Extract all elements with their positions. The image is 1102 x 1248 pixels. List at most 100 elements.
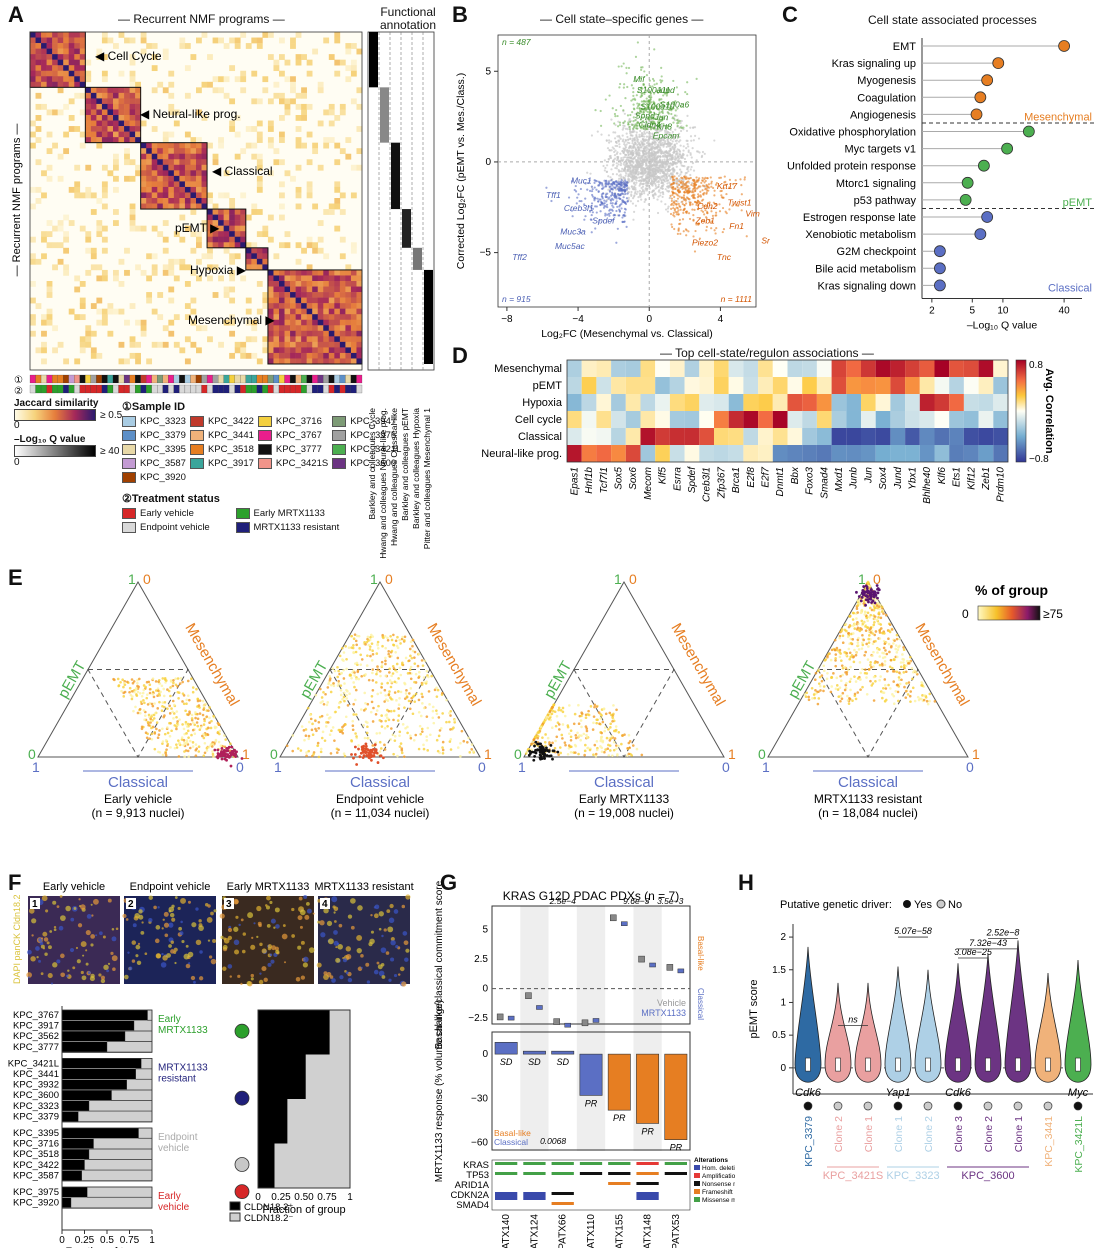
heatmap-cell bbox=[96, 225, 103, 232]
ternary-hotspot bbox=[227, 745, 231, 749]
heatmap-cell bbox=[162, 87, 169, 94]
heatmap-cell bbox=[245, 297, 252, 304]
heatmap-cell bbox=[52, 32, 58, 38]
heatmap-cell bbox=[714, 394, 729, 411]
heatmap-cell bbox=[334, 303, 341, 309]
green-point bbox=[649, 85, 652, 88]
green-point bbox=[636, 115, 639, 118]
green-point bbox=[645, 102, 649, 105]
annotation-bar bbox=[402, 209, 411, 248]
heatmap-cell bbox=[184, 303, 191, 309]
ternary-point bbox=[166, 744, 169, 748]
heatmap-cell bbox=[146, 181, 153, 188]
heatmap-cell bbox=[140, 175, 147, 182]
orange-point bbox=[681, 185, 684, 188]
heatmap-cell bbox=[284, 242, 291, 249]
heatmap-cell bbox=[79, 281, 86, 287]
col-label: Prdm10 bbox=[996, 467, 1007, 502]
green-point bbox=[657, 125, 660, 128]
heatmap-cell bbox=[234, 341, 241, 348]
ternary-point bbox=[224, 738, 227, 741]
heatmap-cell bbox=[295, 126, 302, 132]
process-label: Myc targets v1 bbox=[844, 144, 916, 156]
heatmap-cell bbox=[934, 411, 950, 428]
heatmap-cell bbox=[107, 120, 114, 127]
orange-point bbox=[736, 204, 740, 207]
gray-point bbox=[651, 133, 654, 136]
heatmap-cell bbox=[284, 275, 291, 282]
gray-point bbox=[658, 169, 661, 173]
heatmap-cell bbox=[273, 297, 280, 304]
heatmap-cell bbox=[267, 303, 274, 309]
blue-point bbox=[625, 197, 629, 200]
ternary-point bbox=[169, 746, 172, 749]
heatmap-cell bbox=[295, 286, 302, 293]
heatmap-cell bbox=[234, 115, 241, 121]
heatmap-cell bbox=[196, 109, 202, 116]
gray-point bbox=[629, 150, 632, 153]
heatmap-cell bbox=[267, 347, 274, 354]
gray-point bbox=[659, 127, 662, 131]
heatmap-cell bbox=[201, 198, 208, 204]
heatmap-cell bbox=[328, 120, 335, 127]
heatmap-cell bbox=[85, 341, 92, 348]
heatmap-cell bbox=[63, 37, 70, 44]
heatmap-cell bbox=[312, 297, 319, 304]
green-point bbox=[642, 112, 645, 116]
ternary-point bbox=[172, 678, 175, 682]
heatmap-cell bbox=[135, 103, 141, 110]
gray-point bbox=[633, 168, 636, 171]
gray-point bbox=[677, 174, 681, 178]
gray-point bbox=[645, 118, 648, 121]
heatmap-cell bbox=[816, 445, 832, 462]
d-legend-max: 0.8 bbox=[1029, 360, 1043, 371]
heatmap-cell bbox=[129, 225, 136, 232]
green-point bbox=[625, 66, 628, 70]
gray-point bbox=[626, 138, 630, 141]
treatment-track-cell bbox=[68, 384, 75, 394]
gray-point bbox=[667, 167, 670, 171]
treatment-track-cell bbox=[317, 384, 324, 394]
gray-point bbox=[644, 171, 647, 174]
gray-point bbox=[692, 169, 696, 172]
heatmap-cell bbox=[312, 325, 319, 332]
heatmap-cell bbox=[267, 214, 274, 221]
green-point bbox=[635, 127, 638, 130]
green-point bbox=[642, 103, 645, 107]
heatmap-cell bbox=[256, 308, 263, 315]
heatmap-cell bbox=[68, 48, 75, 55]
heatmap-cell bbox=[173, 142, 180, 149]
heatmap-cell bbox=[74, 186, 81, 193]
orange-point bbox=[721, 230, 724, 234]
gray-point bbox=[694, 160, 697, 164]
heatmap-cell bbox=[46, 48, 53, 55]
gray-point bbox=[625, 156, 629, 159]
ternary-point bbox=[130, 697, 134, 701]
orange-gene-label: Cdh2 bbox=[697, 201, 718, 211]
sample-track-cell bbox=[223, 374, 230, 384]
blue-point bbox=[584, 182, 587, 185]
green-point bbox=[634, 55, 638, 58]
program-label: ◀ Neural-like prog. bbox=[140, 107, 241, 121]
heatmap-cell bbox=[113, 92, 119, 99]
gray-point bbox=[675, 180, 679, 183]
gray-point bbox=[661, 138, 665, 142]
ternary-point bbox=[437, 716, 441, 719]
ternary-hotspot bbox=[216, 752, 220, 755]
heatmap-cell bbox=[290, 98, 296, 105]
heatmap-cell bbox=[223, 192, 230, 199]
heatmap-cell bbox=[993, 411, 1008, 428]
heatmap-cell bbox=[306, 330, 313, 337]
heatmap-cell bbox=[140, 142, 147, 149]
heatmap-cell bbox=[79, 43, 86, 49]
heatmap-cell bbox=[625, 428, 641, 445]
blue-point bbox=[618, 194, 621, 197]
gray-point bbox=[619, 173, 622, 176]
program-label: pEMT ▶ bbox=[175, 221, 220, 235]
panel-b-title: — Cell state–specific genes — bbox=[540, 12, 704, 26]
blue-point bbox=[593, 197, 596, 200]
heatmap-cell bbox=[861, 428, 876, 445]
blue-point bbox=[611, 184, 614, 187]
gray-point bbox=[666, 179, 669, 182]
sample-label: KPC_3716 bbox=[275, 416, 322, 427]
